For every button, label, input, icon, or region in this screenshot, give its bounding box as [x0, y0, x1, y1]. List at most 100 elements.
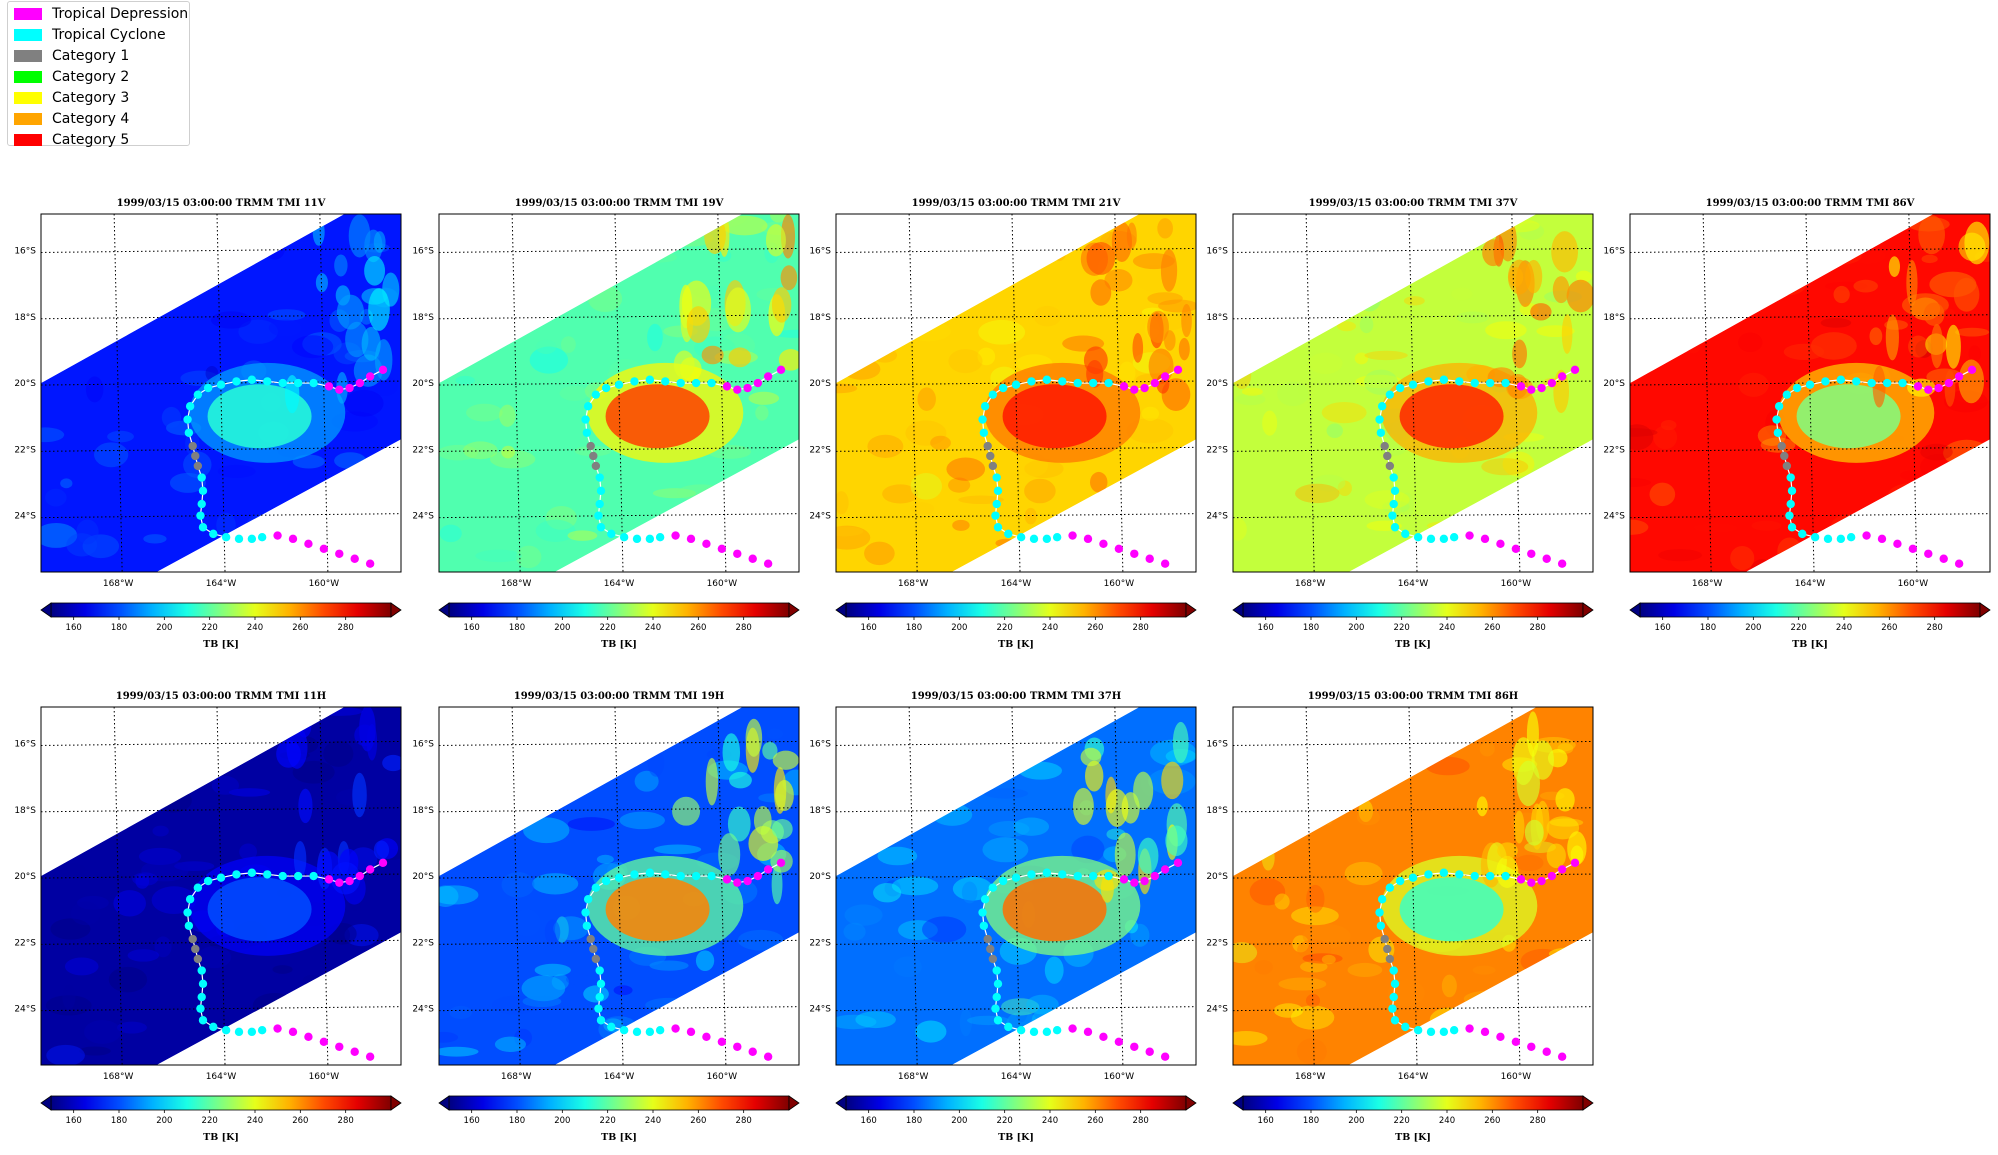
rain-band: [1551, 231, 1578, 273]
tb-texture: [1018, 761, 1063, 780]
tb-texture: [1299, 707, 1324, 719]
tb-texture: [225, 550, 273, 568]
rain-band: [765, 224, 786, 257]
track-point: [992, 499, 1001, 509]
track-point: [319, 544, 329, 553]
track-point: [1377, 402, 1387, 411]
tb-texture: [1088, 222, 1110, 243]
colorbar-tick-label: 200: [1348, 1116, 1364, 1126]
track-point: [191, 944, 200, 954]
rain-band: [705, 757, 719, 806]
colorbar-min-extend: [438, 602, 450, 618]
rain-band: [745, 718, 763, 757]
colorbar-min-extend: [1232, 602, 1244, 618]
tb-texture: [1233, 518, 1247, 541]
tb-texture: [764, 1035, 779, 1047]
colorbar-tick-label: 200: [156, 623, 172, 633]
tb-texture: [1109, 515, 1138, 536]
track-point: [776, 858, 786, 867]
track-point: [185, 402, 195, 411]
track-point: [988, 390, 998, 399]
tb-texture: [501, 871, 535, 898]
y-tick-label: 20°S: [1206, 872, 1228, 882]
map-content: [439, 214, 799, 572]
tb-texture: [439, 524, 462, 543]
colorbar-max-extend: [390, 602, 402, 618]
tb-texture: [978, 319, 1026, 345]
tb-texture: [1126, 418, 1174, 444]
track-point: [607, 529, 616, 539]
tb-texture: [268, 319, 302, 337]
rain-band: [771, 287, 792, 323]
tb-texture: [884, 880, 901, 897]
track-point: [1377, 895, 1387, 904]
y-tick-label: 16°S: [1603, 246, 1625, 256]
colorbar-tick-label: 220: [202, 1116, 218, 1126]
track-point: [596, 486, 606, 495]
parallel: [836, 1006, 1196, 1012]
tb-texture: [1278, 977, 1327, 991]
y-tick-label: 24°S: [14, 1005, 36, 1015]
track-point: [221, 1025, 231, 1035]
track-point: [1042, 375, 1052, 384]
tb-texture: [538, 222, 569, 231]
track-point: [1119, 875, 1129, 884]
tb-texture: [920, 261, 964, 273]
track-point: [998, 876, 1008, 886]
colorbar-tick-label: 240: [1836, 623, 1852, 633]
tb-texture: [64, 757, 84, 782]
tb-texture: [1908, 335, 1929, 358]
track-point: [1786, 499, 1795, 509]
tb-texture: [197, 946, 232, 969]
track-point: [1557, 1052, 1567, 1061]
tb-texture: [917, 288, 941, 307]
tb-texture: [911, 244, 941, 262]
rain-band: [1161, 761, 1184, 800]
tb-texture: [1495, 218, 1540, 233]
colorbar-max-extend: [788, 602, 800, 618]
track-point: [707, 871, 716, 881]
y-tick-label: 24°S: [1206, 1005, 1228, 1015]
track-point: [1150, 871, 1160, 881]
swath-field: [1630, 214, 1990, 572]
tb-texture: [1001, 719, 1032, 743]
tb-texture: [1249, 779, 1290, 801]
tb-texture: [1233, 942, 1258, 964]
track-point: [583, 402, 593, 411]
tb-texture: [292, 760, 335, 784]
track-point: [1029, 1027, 1039, 1037]
tb-texture: [146, 288, 192, 301]
colorbar-tick-label: 260: [292, 623, 308, 633]
tb-texture: [1738, 332, 1763, 353]
track-point: [1145, 554, 1154, 563]
colorbar-tick-label: 180: [1303, 623, 1319, 633]
panel-title: 1999/03/15 03:00:00 TRMM TMI 19H: [514, 691, 724, 702]
tb-texture: [66, 533, 98, 557]
track-point: [676, 871, 685, 881]
tb-texture: [1472, 965, 1496, 975]
tb-texture: [1264, 719, 1303, 733]
tb-texture: [475, 260, 508, 280]
parallel: [836, 247, 1196, 253]
tb-texture: [1277, 786, 1299, 803]
parallel: [41, 807, 401, 813]
rain-band: [1888, 256, 1901, 277]
track-point: [645, 1027, 655, 1037]
parallel: [1630, 247, 1990, 253]
track-point: [614, 873, 624, 882]
tb-texture: [961, 763, 1008, 788]
y-tick-label: 16°S: [1206, 739, 1228, 749]
tb-texture: [855, 1011, 896, 1029]
tb-texture: [836, 525, 871, 550]
tb-texture: [58, 863, 86, 877]
tb-texture: [534, 963, 571, 977]
tb-texture: [87, 318, 117, 334]
track-point: [589, 944, 598, 954]
tb-texture: [1860, 504, 1908, 526]
tb-texture: [1684, 336, 1702, 354]
tb-texture: [1104, 502, 1149, 527]
track-point: [601, 383, 611, 393]
track-point: [1496, 1032, 1505, 1042]
tb-texture: [233, 711, 269, 721]
tb-texture: [1024, 459, 1064, 479]
